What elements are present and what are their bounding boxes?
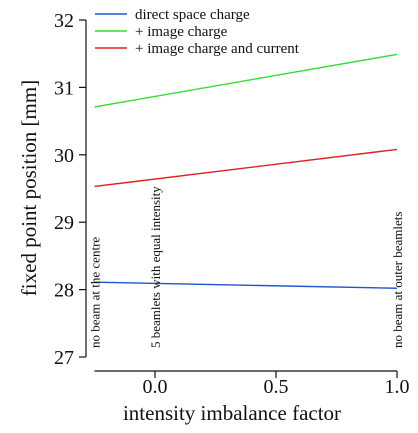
y-tick-label: 29 xyxy=(54,212,74,234)
y-tick-label: 32 xyxy=(54,10,74,32)
series-lines xyxy=(94,53,398,289)
y-tick-label: 28 xyxy=(54,280,74,302)
x-ticks: 0.0 0.5 1.0 xyxy=(143,371,410,398)
annotations: no beam at the centre 5 beamlets with equ… xyxy=(88,186,406,348)
x-tick-label: 0.0 xyxy=(143,376,168,398)
legend-label-1: direct space charge xyxy=(135,7,250,23)
x-tick-label: 1.0 xyxy=(385,376,410,398)
axes xyxy=(85,20,397,372)
y-ticks: 27 28 29 30 31 32 xyxy=(54,10,86,369)
y-tick-label: 27 xyxy=(54,347,74,369)
series-line-2 xyxy=(94,53,398,108)
series-line-1 xyxy=(94,281,398,289)
x-tick-label: 0.5 xyxy=(264,376,289,398)
annotation-2: 5 beamlets with equal intensity xyxy=(148,186,163,348)
series-line-3 xyxy=(94,148,398,188)
legend: direct space charge+ image charge+ image… xyxy=(95,7,300,57)
legend-label-3: + image charge and current xyxy=(135,41,300,57)
x-axis-label: intensity imbalance factor xyxy=(123,401,341,425)
legend-label-2: + image charge xyxy=(135,24,228,40)
annotation-3: no beam at outer beamlets xyxy=(390,212,405,348)
y-axis-label: fixed point position [mm] xyxy=(17,80,41,296)
y-tick-label: 31 xyxy=(54,77,74,99)
y-tick-label: 30 xyxy=(54,145,74,167)
annotation-1: no beam at the centre xyxy=(88,237,103,348)
